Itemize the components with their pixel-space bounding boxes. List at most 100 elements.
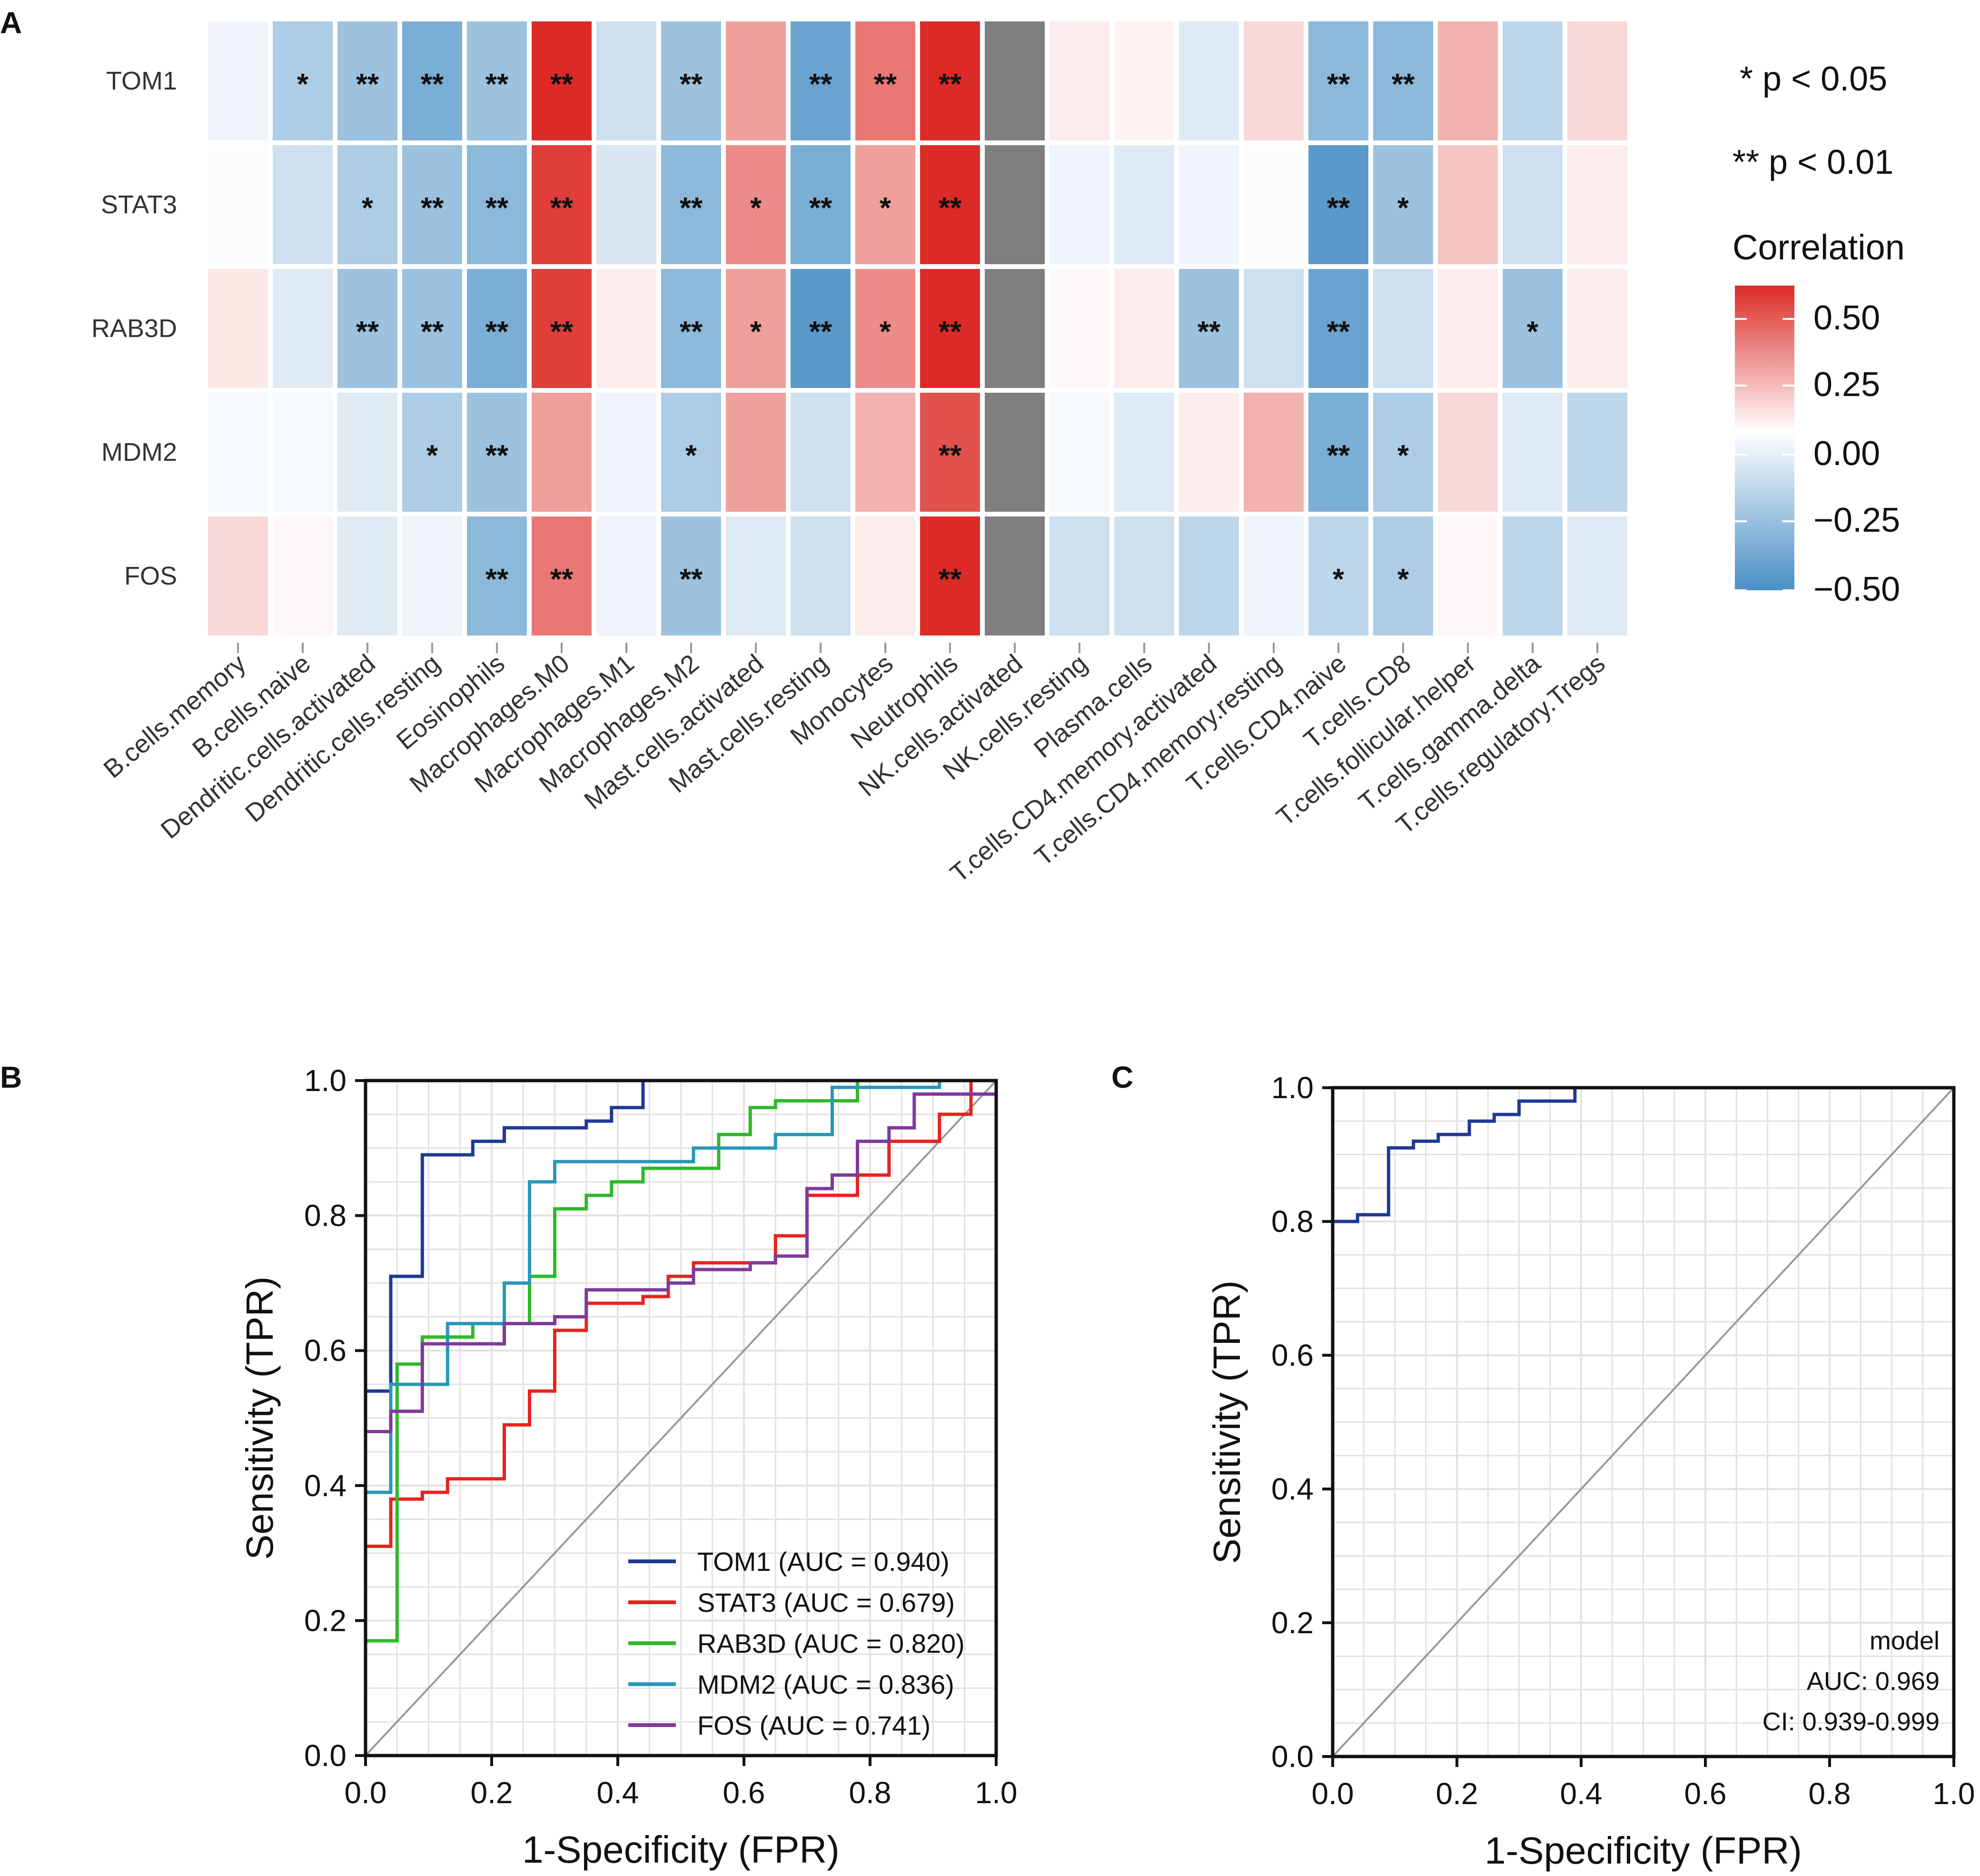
heatmap-cell — [273, 516, 333, 635]
heatmap-cell — [337, 516, 397, 635]
heatmap-cell — [855, 269, 915, 388]
heatmap-cell — [791, 393, 851, 512]
roc-series-line — [364, 1079, 996, 1756]
heatmap-cell — [596, 516, 656, 635]
heatmap-cell — [1503, 145, 1563, 264]
heatmap-cell — [1503, 393, 1563, 512]
heatmap-cell — [596, 393, 656, 512]
heatmap-star: ** — [874, 68, 897, 101]
legend-p001: ** p < 0.01 — [1732, 143, 1893, 181]
roc-c-ci-label: CI: 0.939-0.999 — [1762, 1707, 1940, 1736]
heatmap-star: ** — [680, 68, 703, 101]
colorbar-tick-label: −0.25 — [1813, 501, 1900, 539]
heatmap-cell — [920, 21, 980, 140]
heatmap-star: ** — [550, 68, 574, 101]
roc-chart-c: 0.0 0.2 0.4 0.6 0.8 1.0 0.0 0.2 0.4 0.6 0.8 1.0 1-S… — [1206, 1071, 1975, 1872]
y-tick-label: 0.8 — [304, 1199, 346, 1233]
heatmap-star: * — [880, 316, 891, 348]
heatmap-cell — [402, 516, 462, 635]
heatmap-star: ** — [809, 68, 832, 101]
heatmap-cell — [661, 393, 721, 512]
heatmap-stars: * ** ** ** ** ** ** ** ** ** *** ** ** ** ** * ** * ** ** **… — [297, 68, 1539, 596]
heatmap-cell — [1179, 269, 1239, 388]
heatmap-star: * — [1333, 563, 1345, 596]
panel-label-b: B — [0, 1060, 22, 1094]
legend-entry: FOS (AUC = 0.741) — [697, 1710, 931, 1740]
heatmap-cell — [1438, 393, 1498, 512]
heatmap-cell — [791, 269, 851, 388]
roc-series-line — [364, 1081, 998, 1756]
heatmap-row-labels: TOM1 STAT3 RAB3D MDM2 FOS — [91, 67, 177, 590]
heatmap-star: ** — [421, 192, 444, 225]
heatmap-cell — [1244, 21, 1304, 140]
heatmap-cell — [208, 145, 268, 264]
roc-b-diagonal — [365, 1080, 997, 1757]
colorbar-tick-label: 0.25 — [1813, 366, 1880, 404]
roc-c-series — [1331, 1086, 1954, 1757]
x-tick-label: 0.0 — [345, 1776, 387, 1810]
heatmap-cell — [855, 145, 915, 264]
legend-entry: MDM2 (AUC = 0.836) — [697, 1669, 954, 1699]
heatmap-cell — [532, 269, 592, 388]
heatmap-row-label: FOS — [124, 562, 177, 590]
heatmap-cell — [596, 21, 656, 140]
heatmap-cell — [1438, 21, 1498, 140]
y-tick-label: 1.0 — [304, 1063, 346, 1098]
heatmap-star: ** — [1198, 316, 1221, 348]
heatmap-star: ** — [485, 563, 509, 596]
heatmap-cell — [1049, 393, 1109, 512]
heatmap-cell — [1308, 393, 1368, 512]
heatmap-cell — [1373, 393, 1433, 512]
heatmap-star: * — [1397, 192, 1409, 225]
heatmap-star: ** — [939, 192, 962, 225]
y-tick-label: 0.0 — [1271, 1739, 1314, 1774]
heatmap-cell — [1373, 21, 1433, 140]
colorbar-tick-label: 0.00 — [1813, 435, 1880, 473]
colorbar-tick-label: 0.50 — [1813, 299, 1880, 337]
heatmap-star: * — [685, 439, 697, 472]
heatmap-cell — [1049, 269, 1109, 388]
heatmap-star: ** — [939, 68, 962, 101]
heatmap-cell — [1114, 21, 1174, 140]
heatmap-cell — [791, 21, 851, 140]
heatmap-star: ** — [1327, 439, 1350, 472]
heatmap-cell — [1308, 516, 1368, 635]
heatmap-cell — [855, 21, 915, 140]
heatmap-cell — [273, 21, 333, 140]
heatmap-star: ** — [356, 316, 379, 348]
legend-entry: TOM1 (AUC = 0.940) — [697, 1547, 950, 1577]
legend-entry: STAT3 (AUC = 0.679) — [697, 1588, 955, 1618]
roc-b-ticks: 0.0 0.2 0.4 0.6 0.8 1.0 0.0 0.2 0.4 0.6 0.8 1.0 — [304, 1063, 1017, 1810]
heatmap-star: ** — [1392, 68, 1415, 101]
heatmap-cell — [1308, 21, 1368, 140]
y-tick-label: 0.6 — [1271, 1338, 1314, 1372]
heatmap-cell — [791, 516, 851, 635]
roc-b-legend: TOM1 (AUC = 0.940) STAT3 (AUC = 0.679) RAB… — [628, 1547, 965, 1740]
legend-entry: RAB3D (AUC = 0.820) — [697, 1628, 965, 1658]
x-tick-label: 0.4 — [597, 1776, 639, 1810]
heatmap-cell — [273, 145, 333, 264]
heatmap-cell — [985, 516, 1045, 635]
heatmap-star: ** — [485, 68, 509, 101]
roc-c-frame — [1331, 1086, 1956, 1758]
heatmap-cell — [596, 269, 656, 388]
panel-label-c: C — [1111, 1060, 1133, 1094]
heatmap-cell — [402, 145, 462, 264]
heatmap-cell — [596, 145, 656, 264]
heatmap-star: * — [750, 192, 762, 225]
heatmap-cell — [1244, 516, 1304, 635]
heatmap-star: ** — [939, 439, 962, 472]
heatmap-row-label: TOM1 — [106, 67, 177, 95]
heatmap-legend: * p < 0.05 ** p < 0.01 Correlation 0.500… — [1732, 60, 1905, 608]
roc-c-diagonal — [1332, 1087, 1955, 1757]
x-tick-label: 0.0 — [1312, 1777, 1354, 1811]
heatmap-cell — [1503, 21, 1563, 140]
heatmap-cell — [1244, 269, 1304, 388]
heatmap-star: ** — [421, 68, 444, 101]
heatmap-cell — [337, 269, 397, 388]
x-tick-label: 0.6 — [723, 1776, 765, 1810]
y-tick-label: 0.4 — [1271, 1472, 1314, 1506]
y-tick-label: 1.0 — [1271, 1071, 1314, 1105]
heatmap-cell — [1438, 145, 1498, 264]
